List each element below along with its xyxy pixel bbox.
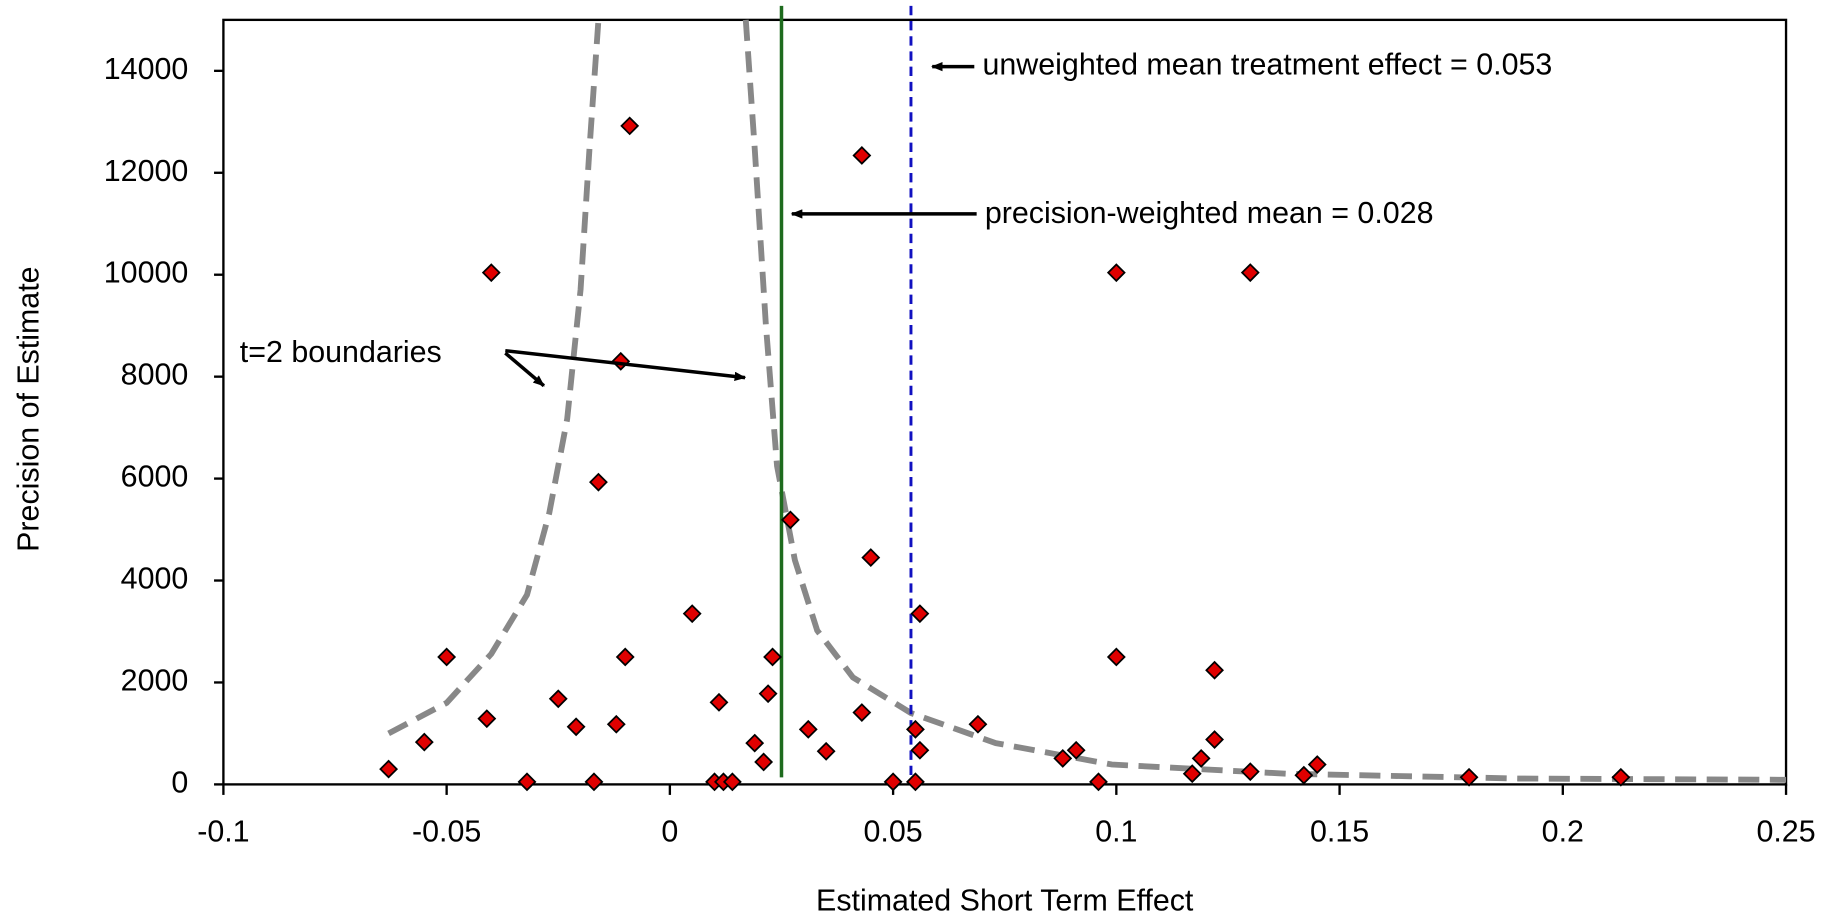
- arrow: [504, 351, 546, 388]
- data-point: [1459, 767, 1479, 787]
- data-point: [1307, 755, 1327, 774]
- x-tick-label: -0.1: [197, 815, 249, 849]
- y-axis-title: Precision of Estimate: [11, 266, 45, 551]
- data-point: [852, 703, 872, 722]
- data-point: [1611, 767, 1631, 787]
- data-point: [910, 604, 930, 624]
- y-tick-label: 6000: [121, 460, 189, 494]
- data-point: [682, 604, 702, 624]
- x-tick-label: 0.05: [864, 815, 923, 849]
- annotation: unweighted mean treatment effect = 0.053: [983, 48, 1553, 82]
- data-point: [745, 733, 765, 753]
- data-point: [1191, 748, 1211, 768]
- data-point: [437, 647, 457, 667]
- data-point: [1106, 647, 1126, 667]
- data-point: [584, 772, 604, 792]
- data-point: [589, 472, 608, 492]
- data-point: [906, 772, 925, 792]
- data-point: [1053, 748, 1073, 768]
- y-tick-label: 2000: [121, 663, 189, 697]
- data-point: [1182, 764, 1202, 784]
- data-point: [1089, 772, 1108, 792]
- x-tick-label: 0.2: [1542, 815, 1584, 849]
- x-tick-label: 0: [661, 815, 678, 849]
- data-point: [709, 692, 729, 712]
- data-point: [1294, 765, 1314, 785]
- annotation-arrows: [504, 61, 977, 388]
- data-point: [517, 772, 537, 792]
- annotation: precision-weighted mean = 0.028: [985, 196, 1434, 230]
- y-tick-label: 4000: [121, 562, 189, 596]
- data-point: [722, 772, 742, 792]
- data-point: [1240, 762, 1260, 782]
- data-point: [754, 752, 774, 772]
- boundary-curve: [742, 19, 1787, 783]
- boundary-curve: [387, 19, 602, 737]
- data-point: [883, 772, 903, 792]
- plot-area: 0 2000 4000 6000 8000 10000 12000 14000 -0.1 -0.0…: [104, 5, 1816, 849]
- data-point: [1240, 263, 1260, 283]
- data-point: [615, 647, 635, 667]
- x-tick-label: 0.15: [1310, 815, 1369, 849]
- y-tick-label: 8000: [121, 358, 189, 392]
- data-point: [968, 714, 988, 734]
- data-point: [763, 647, 782, 667]
- data-point: [910, 740, 930, 760]
- data-point: [852, 146, 872, 165]
- y-tick-label: 14000: [104, 52, 189, 86]
- data-point: [566, 717, 586, 737]
- data-point: [1205, 660, 1224, 680]
- x-tick-label: 0.1: [1095, 815, 1137, 849]
- x-axis-title: Estimated Short Term Effect: [816, 884, 1194, 918]
- data-point: [477, 709, 497, 729]
- x-tick-label: 0.25: [1756, 815, 1815, 849]
- y-tick-label: 12000: [104, 154, 189, 188]
- data-point: [620, 116, 640, 136]
- data-point: [816, 741, 836, 761]
- data-point: [481, 263, 501, 283]
- data-point: [906, 719, 925, 739]
- data-point: [758, 684, 778, 704]
- data-point: [379, 759, 399, 779]
- data-point: [798, 719, 818, 739]
- data-point: [1205, 730, 1224, 749]
- data-point: [780, 510, 800, 530]
- arrow: [505, 348, 747, 382]
- y-tick-label: 0: [171, 765, 188, 799]
- data-point: [861, 548, 881, 568]
- x-tick-label: -0.05: [412, 815, 481, 849]
- plot-frame: [222, 18, 1788, 786]
- data-point: [548, 689, 568, 709]
- data-point: [1106, 263, 1126, 283]
- data-point: [1066, 740, 1086, 760]
- data-point: [606, 714, 626, 734]
- annotation: t=2 boundaries: [240, 335, 442, 369]
- data-point: [414, 732, 434, 752]
- y-tick-label: 10000: [104, 256, 189, 290]
